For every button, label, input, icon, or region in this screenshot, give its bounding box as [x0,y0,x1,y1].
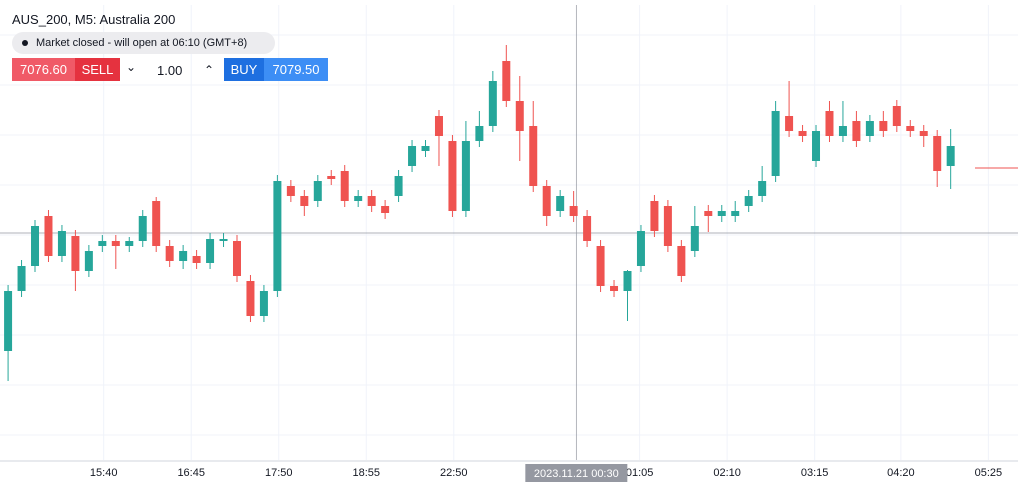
candle-body [31,226,40,266]
candle-body [394,176,403,196]
candle-body [717,211,726,216]
buy-price[interactable]: 7079.50 [264,58,328,81]
candle-body [4,291,13,351]
candle-body [838,126,847,136]
candle-body [381,206,390,213]
chart-title: AUS_200, M5: Australia 200 [12,12,176,27]
candle-body [542,186,551,216]
candle-body [919,131,928,136]
candle-body [219,239,228,241]
x-tick-label: 01:05 [626,467,654,479]
status-text: Market closed - will open at 06:10 (GMT+… [36,37,248,49]
sell-price[interactable]: 7076.60 [12,58,75,81]
candle-body [906,126,915,131]
candle-body [879,121,888,131]
candle-body [475,126,484,141]
candle-body [771,111,780,176]
candle-body [367,196,376,206]
candle-body [461,141,470,211]
candle-body [448,141,457,211]
candle-body [704,211,713,216]
candle-body [192,256,201,263]
status-pill: Market closed - will open at 06:10 (GMT+… [12,32,275,54]
candle-body [636,231,645,266]
x-tick-label: 03:15 [801,467,829,479]
candle-body [17,266,26,291]
x-tick-label: 16:45 [177,467,205,479]
candle-body [340,171,349,201]
candle-body [84,251,93,271]
candle-body [825,111,834,136]
sell-button[interactable]: SELL [75,58,120,81]
candle-body [650,201,659,231]
candle-body [206,239,215,263]
candle-body [556,196,565,211]
candle-body [583,216,592,241]
candle-body [488,81,497,126]
x-tick-label: 15:40 [90,467,118,479]
candle-body [610,286,619,291]
candle-body [812,131,821,161]
buy-button[interactable]: BUY [224,58,264,81]
candle-body [434,116,443,136]
candle-body [690,226,699,251]
candle-body [758,181,767,196]
candle-body [892,106,901,126]
candle-body [179,251,188,261]
candle-body [246,281,255,316]
x-tick-label: 02:10 [713,467,741,479]
candle-body [98,241,107,246]
candle-body [785,116,794,131]
candle-body [313,181,322,201]
candle-body [946,146,955,166]
candle-body [502,61,511,101]
candle-body [165,246,174,261]
candle-body [623,271,632,291]
candle-body [852,121,861,141]
candle-body [421,146,430,151]
candle-body [596,246,605,286]
candle-body [677,246,686,276]
candle-body [259,291,268,316]
candle-body [57,231,66,256]
decrease-button[interactable]: ⌄ [126,60,137,74]
candle-body [663,206,672,246]
candle-body [71,236,80,271]
candle-body [111,241,120,246]
x-tick-label: 18:55 [352,467,380,479]
x-tick-label: 05:25 [975,467,1003,479]
candle-body [529,126,538,186]
crosshair-label: 2023.11.21 00:30 [534,468,619,480]
crosshair-label-bg [525,464,628,482]
candle-body [232,241,241,276]
candle-body [44,216,53,256]
candle-body [731,211,740,216]
candle-body [125,241,134,246]
x-tick-label: 22:50 [440,467,468,479]
candle-body [286,186,295,196]
candle-body [933,136,942,171]
candle-body [152,201,161,246]
candle-body [138,216,147,241]
x-tick-label: 17:50 [265,467,293,479]
x-tick-label: 04:20 [887,467,915,479]
candle-body [327,176,336,179]
increase-button[interactable]: ⌃ [204,63,215,77]
candle-body [515,101,524,131]
candle-body [744,196,753,206]
candle-body [408,146,417,166]
candle-body [569,206,578,216]
candle-body [354,196,363,201]
candle-body [865,121,874,136]
quantity[interactable]: 1.00 [157,63,183,78]
status-dot [22,40,28,46]
candle-body [273,181,282,291]
candle-body [798,131,807,136]
candle-body [300,196,309,206]
